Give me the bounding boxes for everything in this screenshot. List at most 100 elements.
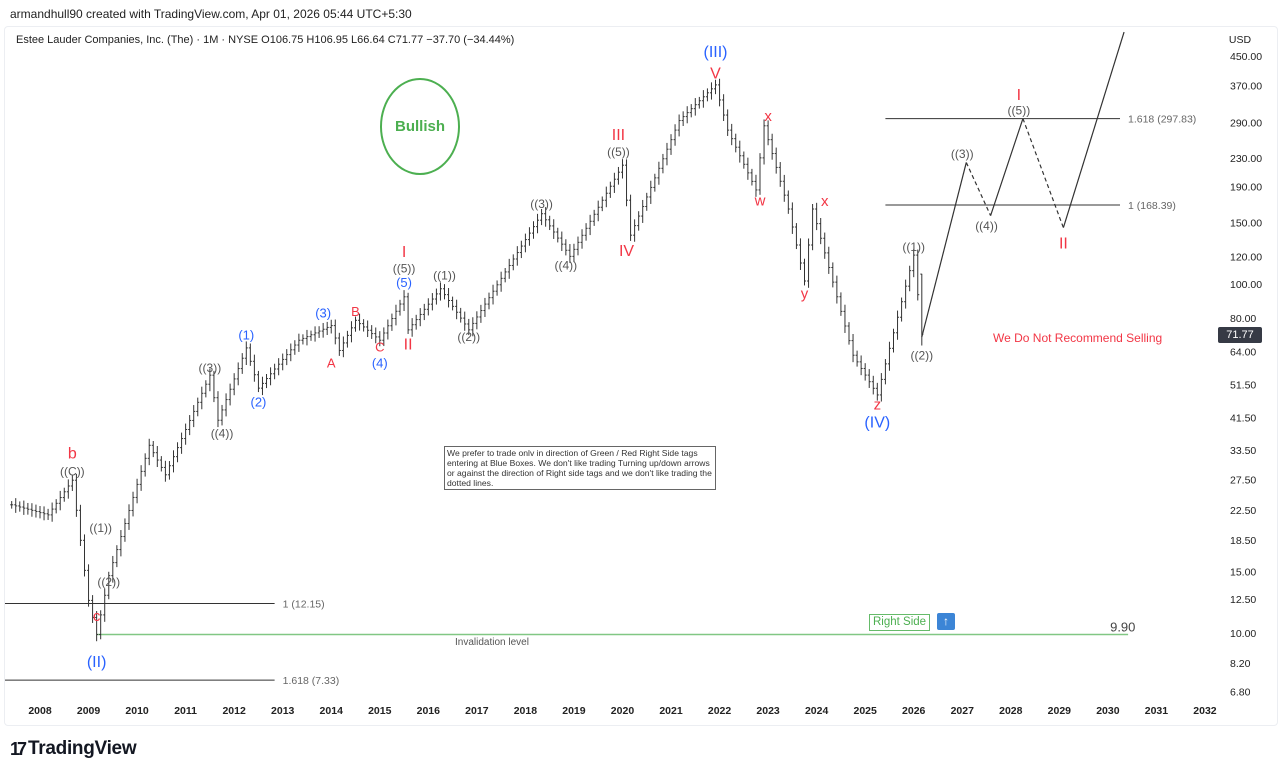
- y-tick-label: 100.00: [1230, 279, 1262, 291]
- x-tick-label: 2026: [902, 705, 926, 717]
- x-tick-label: 2018: [514, 705, 538, 717]
- y-tick-label: 150.00: [1230, 218, 1262, 230]
- x-tick-label: 2027: [951, 705, 975, 717]
- y-tick-label: 290.00: [1230, 118, 1262, 130]
- wave-label: b: [68, 446, 77, 463]
- wave-label: (1): [238, 327, 254, 342]
- wave-label: ((C)): [60, 464, 85, 478]
- wave-label: ((1)): [902, 240, 925, 254]
- x-tick-label: 2013: [271, 705, 295, 717]
- x-tick-label: 2019: [562, 705, 586, 717]
- wave-label: II: [404, 336, 413, 353]
- tradingview-logo-text: TradingView: [28, 738, 137, 759]
- y-tick-label: 12.50: [1230, 594, 1256, 606]
- wave-label: c: [93, 608, 101, 625]
- wave-label: (III): [704, 44, 728, 61]
- wave-label: ((4)): [975, 219, 998, 233]
- fib-level-label: 1.618 (297.83): [1128, 114, 1196, 126]
- x-tick-label: 2028: [999, 705, 1023, 717]
- fib-level-label: 1.618 (7.33): [283, 675, 340, 687]
- x-tick-label: 2021: [659, 705, 683, 717]
- y-tick-label: 27.50: [1230, 475, 1256, 487]
- chart-credit: armandhull90 created with TradingView.co…: [10, 7, 412, 21]
- wave-label: (II): [87, 654, 107, 671]
- x-tick-label: 2030: [1096, 705, 1120, 717]
- x-tick-label: 2029: [1048, 705, 1072, 717]
- wave-label: I: [402, 244, 406, 261]
- projection-solid-line: [1062, 31, 1125, 228]
- y-tick-label: 190.00: [1230, 182, 1262, 194]
- wave-label: ((5)): [607, 145, 630, 159]
- x-tick-label: 2032: [1193, 705, 1217, 717]
- x-tick-label: 2016: [417, 705, 441, 717]
- wave-label: x: [821, 193, 829, 210]
- wave-label: V: [710, 66, 721, 83]
- x-tick-label: 2009: [77, 705, 101, 717]
- invalidation-label: Invalidation level: [455, 637, 529, 648]
- wave-label: ((3)): [951, 147, 974, 161]
- wave-label: ((1)): [89, 521, 112, 535]
- no-sell-note: We Do Not Recommend Selling: [993, 331, 1163, 345]
- projection-solid-line: [990, 118, 1024, 216]
- y-tick-label: 64.00: [1230, 347, 1256, 359]
- x-tick-label: 2014: [320, 705, 344, 717]
- wave-label: ((5)): [1008, 103, 1031, 117]
- x-tick-label: 2008: [28, 705, 52, 717]
- wave-label: B: [351, 304, 360, 319]
- y-tick-label: 230.00: [1230, 153, 1262, 165]
- trading-note: We prefer to trade onlv in direction of …: [444, 446, 716, 490]
- x-tick-label: 2020: [611, 705, 635, 717]
- bullish-label: Bullish: [394, 118, 445, 135]
- wave-label: ((4)): [211, 426, 234, 440]
- plot-area: 1.618 (297.83) 1 (168.39) 1 (12.15) 1.618 (…: [5, 31, 1196, 687]
- wave-label: (4): [372, 355, 388, 370]
- y-tick-label: 370.00: [1230, 81, 1262, 93]
- x-tick-label: 2011: [174, 705, 197, 717]
- bullish-ellipse: Bullish: [380, 78, 460, 175]
- wave-label: A: [327, 355, 336, 370]
- wave-label: z: [874, 396, 882, 413]
- x-tick-label: 2015: [368, 705, 392, 717]
- y-tick-label: 15.00: [1230, 567, 1256, 579]
- wave-label: (5): [396, 275, 412, 290]
- y-tick-label: 450.00: [1230, 51, 1262, 63]
- projection-solid-line: [921, 162, 967, 338]
- wave-label: x: [764, 108, 772, 125]
- projection-dashed-line: [965, 162, 992, 216]
- projection-dashed-line: [1022, 118, 1064, 228]
- wave-label: ((1)): [433, 268, 456, 282]
- x-tick-label: 2023: [756, 705, 780, 717]
- x-tick-label: 2031: [1145, 705, 1169, 717]
- x-tick-label: 2024: [805, 705, 829, 717]
- wave-label: II: [1059, 236, 1068, 253]
- tradingview-logo[interactable]: 17 TradingView: [10, 738, 137, 760]
- y-tick-label: 51.50: [1230, 380, 1256, 392]
- wave-label: ((2)): [457, 330, 480, 344]
- x-tick-label: 2017: [465, 705, 489, 717]
- tradingview-logo-mark: 17: [10, 738, 27, 759]
- wave-label: (2): [250, 395, 266, 410]
- wave-label: ((3)): [199, 361, 222, 375]
- wave-label: C: [375, 339, 384, 354]
- fib-level-label: 1 (12.15): [283, 598, 325, 610]
- arrow-up-icon: ↑: [937, 613, 955, 630]
- wave-label: ((2)): [910, 348, 933, 362]
- x-tick-label: 2025: [854, 705, 878, 717]
- x-tick-label: 2010: [125, 705, 149, 717]
- wave-label: ((3)): [530, 197, 553, 211]
- y-tick-label: 41.50: [1230, 412, 1256, 424]
- last-price-tag: 71.77: [1218, 327, 1262, 343]
- currency-label[interactable]: USD: [1228, 34, 1252, 46]
- x-tick-label: 2012: [222, 705, 246, 717]
- right-side-tag: Right Side: [869, 614, 931, 631]
- wave-label: ((4)): [555, 259, 578, 273]
- wave-label: ((2)): [97, 575, 120, 589]
- y-tick-label: 18.50: [1230, 535, 1256, 547]
- wave-label: I: [1017, 87, 1021, 104]
- chart-panel[interactable]: [4, 26, 1278, 726]
- symbol-legend: Estee Lauder Companies, Inc. (The) · 1M …: [16, 34, 515, 46]
- wave-label: y: [801, 286, 809, 303]
- y-tick-label: 10.00: [1230, 628, 1256, 640]
- y-tick-label: 6.80: [1230, 686, 1251, 698]
